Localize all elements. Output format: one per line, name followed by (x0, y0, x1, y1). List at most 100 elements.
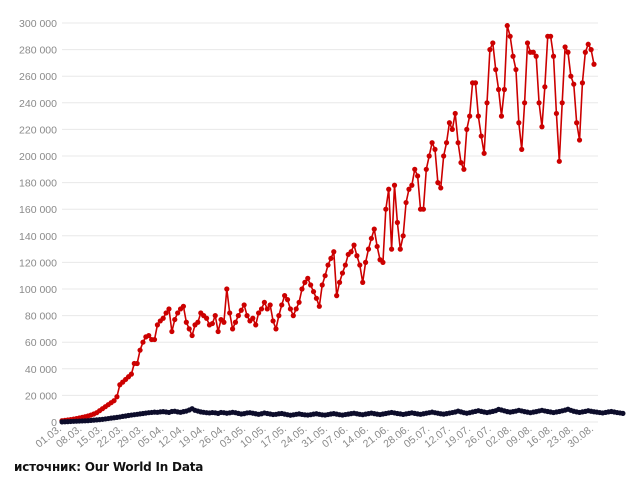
data-point (391, 182, 398, 188)
data-point (134, 360, 140, 367)
data-point (426, 153, 432, 159)
data-point (394, 219, 400, 226)
data-point (412, 166, 418, 172)
data-point (279, 302, 285, 308)
data-point (420, 206, 427, 212)
data-point (368, 235, 374, 242)
data-point (241, 302, 247, 308)
data-point (189, 332, 195, 339)
data-point (293, 306, 299, 312)
series-layer (59, 23, 626, 425)
data-point (559, 100, 565, 106)
data-point (146, 332, 152, 339)
data-point (449, 126, 455, 132)
data-point (571, 81, 577, 87)
data-point (354, 253, 360, 259)
data-point (591, 61, 597, 67)
data-point (386, 186, 392, 192)
data-point (166, 306, 172, 312)
data-point (565, 49, 571, 55)
data-point (362, 259, 369, 265)
data-point (169, 328, 175, 335)
data-point (406, 186, 412, 192)
data-point (270, 318, 276, 324)
data-point (128, 371, 134, 377)
y-tick-label: 200 000 (19, 151, 57, 163)
data-point (522, 100, 528, 106)
data-point (316, 303, 322, 309)
data-point (232, 319, 239, 325)
data-point (287, 306, 294, 312)
data-point (620, 410, 626, 416)
data-point (513, 66, 519, 73)
data-point (446, 120, 453, 126)
data-point (114, 394, 120, 400)
data-point (452, 110, 458, 117)
data-point (582, 49, 588, 55)
data-point (238, 307, 244, 313)
series-1 (59, 23, 597, 424)
data-point (530, 49, 536, 55)
data-point (305, 275, 311, 281)
data-point (215, 328, 221, 335)
data-point (510, 53, 516, 59)
y-tick-label: 120 000 (19, 257, 57, 269)
y-tick-label: 100 000 (19, 284, 57, 296)
data-point (360, 279, 366, 285)
data-point (336, 279, 343, 285)
data-point (533, 53, 539, 59)
data-point (299, 286, 305, 292)
gridlines (62, 22, 598, 423)
y-tick-label: 280 000 (19, 45, 57, 57)
data-point (250, 315, 256, 321)
data-point (400, 233, 406, 239)
data-point (186, 326, 192, 332)
data-point (495, 86, 502, 93)
data-point (429, 140, 435, 146)
data-point (302, 279, 308, 285)
data-point (548, 33, 554, 39)
data-point (484, 100, 490, 106)
data-point (221, 319, 227, 325)
y-tick-label: 140 000 (19, 231, 57, 243)
data-point (374, 243, 380, 250)
data-point (154, 322, 161, 328)
data-point (140, 339, 146, 345)
data-point (282, 293, 288, 299)
data-point (331, 249, 337, 255)
data-point (351, 242, 357, 248)
data-point (319, 282, 325, 288)
data-point (111, 398, 117, 404)
data-point (562, 44, 568, 50)
data-point (579, 80, 586, 86)
y-tick-label: 40 000 (25, 364, 57, 376)
data-point (553, 110, 560, 117)
data-point (504, 23, 510, 29)
y-tick-label: 300 000 (19, 18, 57, 30)
data-point (467, 113, 473, 119)
data-point (180, 303, 187, 309)
data-point (137, 347, 143, 353)
data-point (588, 47, 594, 53)
data-point (568, 73, 574, 79)
data-point (441, 153, 447, 159)
data-point (256, 310, 262, 316)
data-point (365, 246, 372, 252)
data-point (542, 84, 548, 90)
data-point (244, 313, 250, 319)
data-point (478, 133, 484, 139)
data-point (235, 313, 241, 319)
data-point (435, 180, 441, 186)
data-point (296, 299, 302, 305)
data-point (574, 120, 580, 126)
data-point (172, 316, 178, 323)
data-point (290, 313, 296, 319)
data-point (151, 336, 158, 343)
data-point (550, 53, 557, 59)
data-point (267, 302, 273, 308)
data-point (524, 40, 531, 46)
data-point (183, 319, 189, 325)
data-point (322, 273, 328, 279)
data-point (203, 315, 210, 321)
